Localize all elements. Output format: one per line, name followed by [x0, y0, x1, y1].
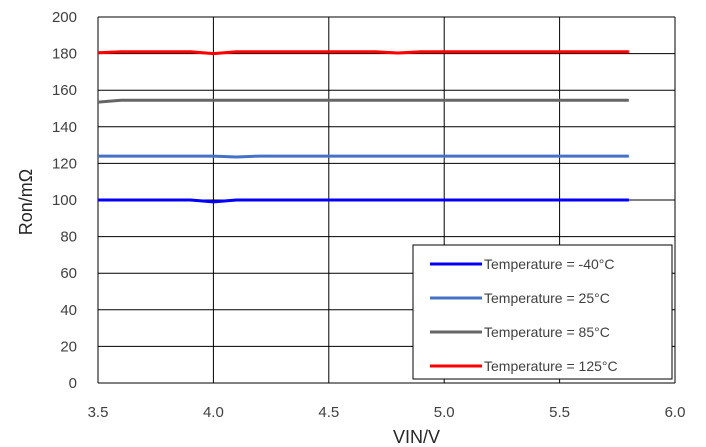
x-tick-label: 5.5	[549, 404, 570, 421]
y-tick-label: 140	[52, 119, 77, 136]
x-tick-label: 4.5	[318, 404, 339, 421]
x-axis-title: VIN/V	[393, 427, 440, 447]
y-tick-label: 20	[60, 338, 77, 355]
legend-label-0: Temperature = -40°C	[484, 256, 615, 272]
x-tick-label: 6.0	[665, 404, 686, 421]
legend-label-3: Temperature = 125°C	[484, 358, 618, 374]
series-line-2	[98, 100, 629, 102]
legend-label-1: Temperature = 25°C	[484, 290, 610, 306]
y-tick-label: 200	[52, 9, 77, 26]
y-tick-label: 60	[60, 265, 77, 282]
y-tick-label: 160	[52, 82, 77, 99]
series-line-1	[98, 156, 629, 157]
y-tick-label: 180	[52, 46, 77, 63]
legend-label-2: Temperature = 85°C	[484, 324, 610, 340]
x-tick-label: 5.0	[434, 404, 455, 421]
y-tick-label: 100	[52, 192, 77, 209]
y-tick-label: 40	[60, 302, 77, 319]
y-axis-title: Ron/mΩ	[16, 169, 36, 235]
series-line-0	[98, 200, 629, 202]
x-tick-label: 4.0	[203, 404, 224, 421]
x-tick-label: 3.5	[88, 404, 109, 421]
y-tick-label: 80	[60, 229, 77, 246]
y-tick-label: 120	[52, 155, 77, 172]
legend: Temperature = -40°C Temperature = 25°C Tem…	[413, 245, 672, 379]
y-tick-label: 0	[69, 375, 77, 392]
